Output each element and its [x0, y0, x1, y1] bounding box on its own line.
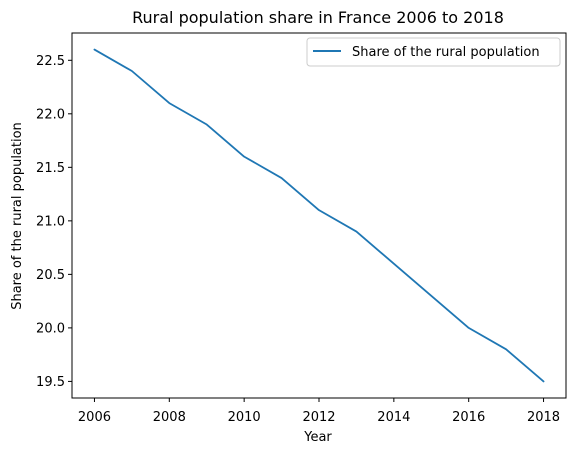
- y-tick-label: 21.5: [36, 161, 65, 176]
- legend-box: [306, 37, 561, 67]
- plot-area-frame: [71, 32, 567, 399]
- y-tick-label: 20.0: [36, 321, 65, 336]
- legend: Share of the rural population: [306, 37, 561, 67]
- x-tick-label: 2010: [228, 410, 261, 425]
- x-tick-label: 2012: [302, 410, 335, 425]
- y-tick-label: 19.5: [36, 375, 65, 390]
- legend-label: Share of the rural population: [352, 45, 540, 60]
- chart-title: Rural population share in France 2006 to…: [132, 8, 504, 27]
- y-axis-ticks: 19.5 20.0 20.5 21.0 21.5 22.0 22.5: [36, 54, 72, 390]
- y-tick-label: 20.5: [36, 268, 65, 283]
- y-tick-label: 21.0: [36, 214, 65, 229]
- x-tick-label: 2006: [78, 410, 111, 425]
- x-tick-label: 2016: [452, 410, 485, 425]
- y-tick-label: 22.5: [36, 54, 65, 69]
- x-axis-ticks: 2006 2008 2010 2012 2014 2016 2018: [78, 398, 560, 425]
- x-tick-label: 2014: [377, 410, 410, 425]
- y-tick-label: 22.0: [36, 107, 65, 122]
- x-tick-label: 2008: [153, 410, 186, 425]
- y-axis-label: Share of the rural population: [10, 122, 25, 310]
- x-tick-label: 2018: [527, 410, 560, 425]
- x-axis-label: Year: [303, 430, 332, 445]
- series-layer: [93, 48, 545, 383]
- series-line: [93, 48, 545, 383]
